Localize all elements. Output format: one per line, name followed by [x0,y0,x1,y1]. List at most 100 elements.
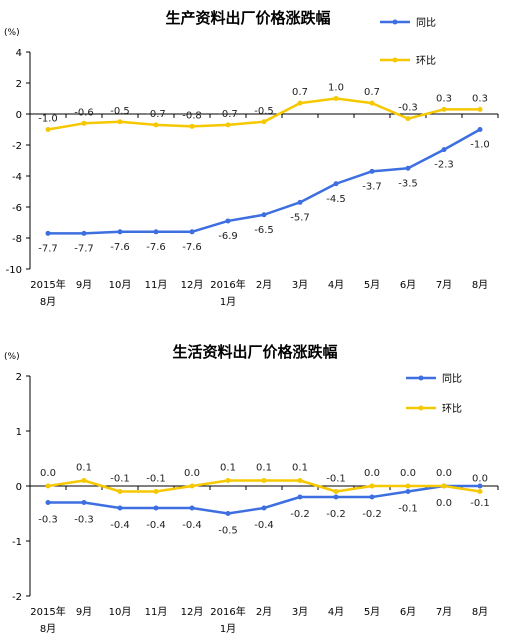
data-point [261,212,267,218]
data-point [441,483,447,489]
data-point [189,229,195,235]
y-tick-label: 0 [16,110,22,121]
legend-label: 同比 [416,17,436,29]
data-point [405,489,411,494]
x-tick-label: 8月 [40,623,56,635]
data-label: -0.1 [146,474,166,485]
data-point [189,483,195,489]
legend-label: 同比 [442,373,462,385]
x-tick-label: 8月 [472,606,488,618]
data-point [441,106,447,112]
data-point [477,483,483,489]
data-label: 0.0 [40,468,56,479]
data-point [117,505,123,511]
data-label: 0.7 [364,87,380,98]
y-tick-label: -8 [12,234,22,245]
data-point [225,218,231,224]
data-point [225,122,231,128]
data-point [153,122,159,128]
data-point [81,230,87,236]
x-tick-label: 1月 [220,623,236,635]
series-yoy: -7.7 -7.7 -7.6 -7.6 -7.6 -6.9 -6.5 -5.7 -4.5 -3.7… [38,127,490,254]
data-point [117,229,123,235]
data-point [333,489,339,494]
data-point [117,489,123,494]
data-point [81,500,87,505]
series-mom: 0.0 0.1 -0.1 -0.1 0.0 0.1 0.1 0.1 -0.1 0.0 0.0 0.0 0… [40,463,488,494]
y-tick-label: 0 [16,482,22,493]
data-point [297,478,303,483]
data-point [45,500,51,505]
data-label: -0.3 [74,515,94,526]
y-tick-label: 2 [16,79,22,90]
data-point [369,168,375,174]
data-label: 1.0 [328,83,344,94]
x-tick-label: 12月 [181,606,204,618]
x-tick-label: 6月 [400,279,416,291]
data-point [333,494,339,500]
data-label: 0.7 [292,87,308,98]
y-tick-label: -2 [12,141,22,152]
chart-title: 生活资料出厂价格涨跌幅 [172,343,337,361]
y-unit-label: (%) [4,28,20,38]
y-tick-label: 2 [16,372,22,383]
data-label: 0.3 [436,93,452,104]
x-tick-label: 5月 [364,279,380,291]
data-label: -0.2 [362,509,382,520]
y-tick-label: -4 [12,172,22,183]
y-tick-label: -2 [12,592,22,603]
data-label: 0.0 [472,474,488,485]
data-label: 0.1 [292,463,308,474]
data-label: -1.0 [38,114,58,125]
chart-panel-1: 生产资料出厂价格涨跌幅 (%) -10 -8 -6 -4 -2 0 2 4 2015年 8月 9月 10月… [4,9,499,308]
data-label: -5.7 [290,212,310,223]
legend-label: 环比 [416,55,436,67]
x-tick-label: 2016年 [210,278,245,291]
data-label: -1.0 [470,140,490,151]
legend-marker [418,405,424,411]
data-label: -6.9 [218,231,238,242]
x-tick-label: 3月 [292,279,308,291]
data-point [189,505,195,511]
data-label: -0.3 [38,515,58,526]
data-point [261,119,267,125]
data-label: -0.4 [254,520,274,531]
data-point [405,165,411,171]
data-point [297,494,303,500]
data-point [333,96,339,101]
data-point [45,127,51,132]
data-label: 0.1 [220,463,236,474]
y-tick-label: -6 [12,203,22,214]
data-label: 0.1 [76,463,92,474]
x-tick-label: 2015年 [30,605,65,618]
data-label: -0.7 [218,109,238,120]
data-point [81,120,87,126]
x-tick-label: 7月 [436,606,452,618]
y-unit-label: (%) [4,352,20,362]
legend-label: 环比 [442,403,462,415]
data-label: 0.1 [256,463,272,474]
data-point [261,478,267,483]
data-point [333,181,339,187]
x-tick-label: 5月 [364,606,380,618]
data-point [369,483,375,489]
data-label: 0.3 [472,93,488,104]
data-point [369,100,375,106]
x-tick-label: 7月 [436,279,452,291]
data-label: 0.0 [364,468,380,479]
x-tick-label: 11月 [145,279,168,291]
x-tick-label: 10月 [109,606,132,618]
data-point [225,511,231,516]
x-tick-label: 8月 [40,296,56,308]
x-tick-label: 10月 [109,279,132,291]
x-tick-label: 2016年 [210,605,245,618]
data-point [477,127,483,132]
legend-marker [392,57,398,63]
data-point [153,505,159,511]
data-label: -0.1 [326,474,346,485]
legend-marker [392,19,398,25]
data-point [441,147,447,153]
data-label: -7.6 [182,242,202,253]
data-point [153,229,159,235]
y-tick-label: -10 [6,265,22,276]
